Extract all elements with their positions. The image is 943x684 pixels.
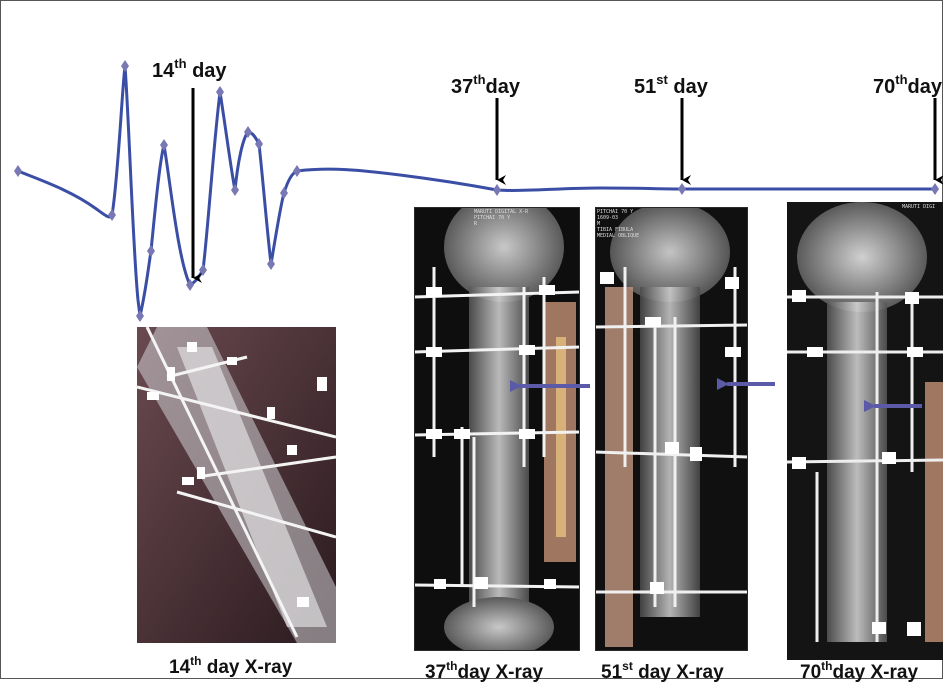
curve-point	[267, 258, 275, 270]
curve-point	[216, 86, 224, 98]
caption-37th-day-xray: 37thday X-ray	[425, 659, 544, 683]
curve-point	[244, 126, 252, 138]
curve-point	[280, 187, 288, 199]
curve-point	[293, 165, 301, 177]
xray-51st-day-header: PITCHAI 70 Y 1609-03 M TIBIA FIBULA MEDI…	[597, 209, 640, 239]
xray-37th-day-image	[414, 207, 580, 651]
label-14th-day: 14th day	[152, 56, 227, 82]
xray-14th-day	[137, 327, 336, 643]
curve-point	[14, 165, 22, 177]
curve-point	[231, 184, 239, 196]
curve-points	[14, 60, 939, 322]
curve-point	[186, 279, 194, 291]
caption-70th-day-xray: 70thday X-ray	[800, 659, 919, 683]
curve-point	[255, 138, 263, 150]
curve-point	[108, 209, 116, 221]
curve-point	[121, 60, 129, 72]
xray-14th-day-image	[137, 327, 336, 643]
xray-37th-day-header: MARUTI DIGITAL X-R PITCHAI 70 Y R	[474, 209, 529, 227]
label-37th-day: 37thday	[451, 72, 520, 98]
label-51st-day: 51st day	[634, 72, 708, 98]
xray-70th-day: MARUTI DIGI	[787, 202, 943, 660]
xray-51st-day-image	[595, 207, 748, 651]
xray-51st-day: PITCHAI 70 Y 1609-03 M TIBIA FIBULA MEDI…	[595, 207, 748, 651]
curve-point	[147, 245, 155, 257]
curve-point	[931, 183, 939, 195]
curve-point	[160, 139, 168, 151]
xray-70th-day-image	[787, 202, 943, 642]
curve-point	[678, 183, 686, 195]
day-arrows	[191, 88, 943, 283]
caption-51st-day-xray: 51st day X-ray	[601, 659, 724, 683]
caption-14th-day-xray: 14th day X-ray	[169, 654, 293, 678]
curve-point	[493, 184, 501, 196]
label-70th-day: 70thday	[873, 72, 942, 98]
curve-point	[136, 310, 144, 322]
xray-37th-day: MARUTI DIGITAL X-R PITCHAI 70 Y R	[414, 207, 580, 651]
xray-70th-day-header: MARUTI DIGI	[902, 204, 936, 210]
